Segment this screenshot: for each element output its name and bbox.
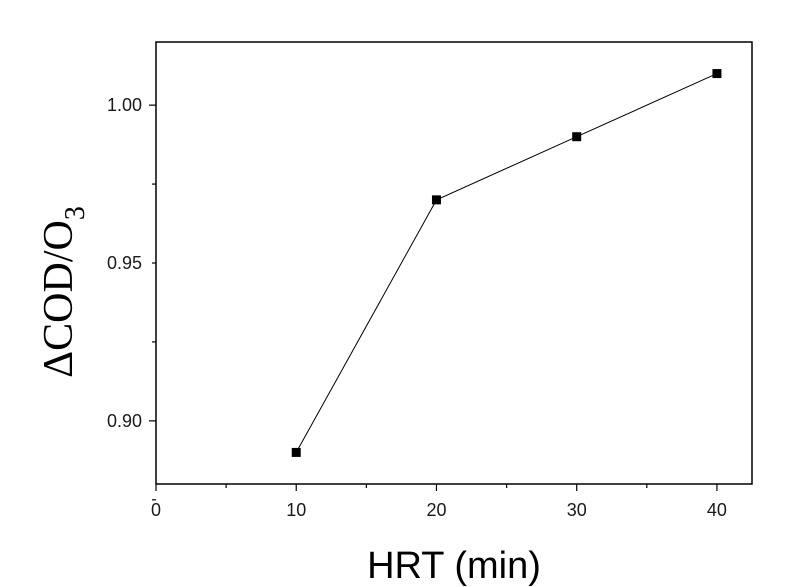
series-group	[291, 69, 722, 457]
x-tick-label: 30	[567, 500, 587, 520]
series-line	[295, 73, 718, 453]
x-tick-label: 10	[286, 500, 306, 520]
y-tick-label: 1.00	[107, 95, 142, 115]
data-point	[712, 69, 722, 79]
y-axis-label-main: ΔCOD/O	[36, 220, 82, 378]
x-tick-label: 40	[707, 500, 727, 520]
y-axis-label: ΔCOD/O3	[36, 206, 91, 378]
y-axis-label-subscript: 3	[60, 206, 91, 220]
data-point	[431, 195, 441, 205]
x-tick-label: 0	[151, 500, 161, 520]
data-point	[572, 132, 582, 142]
data-point	[291, 447, 301, 457]
x-axis-ticks: 0 10 20 30 40	[151, 484, 727, 520]
y-tick-label: 0.95	[107, 253, 142, 273]
x-axis-label: HRT (min)	[367, 545, 541, 587]
plot-frame	[155, 41, 753, 485]
y-axis-ticks: 0.90 0.95 1.00	[107, 95, 156, 501]
x-tick-label: 20	[426, 500, 446, 520]
y-tick-label: 0.90	[107, 411, 142, 431]
